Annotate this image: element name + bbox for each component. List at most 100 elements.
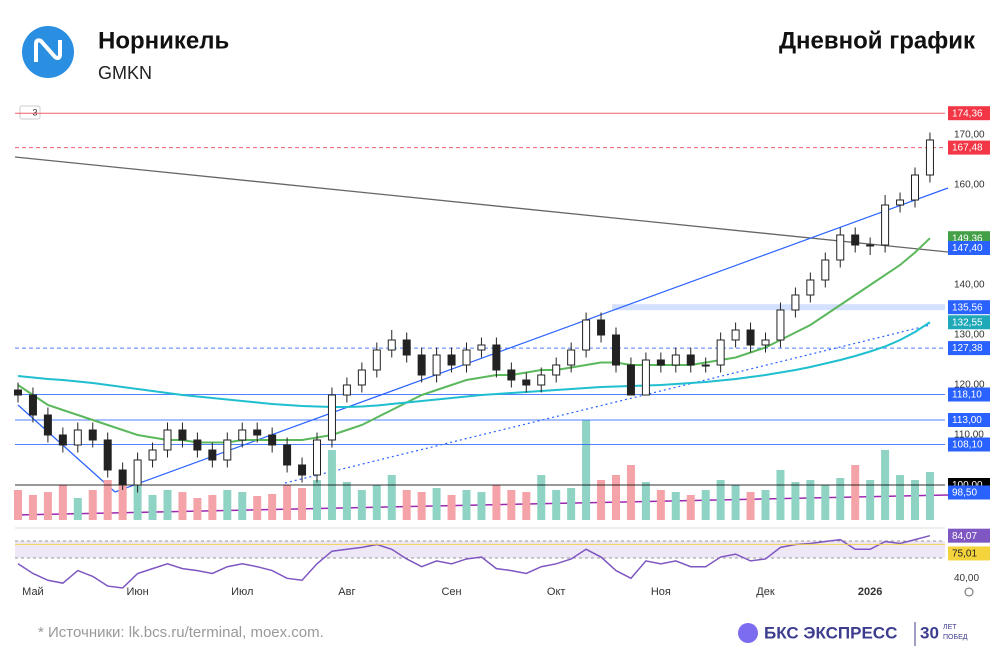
- candle-body: [641, 359, 650, 396]
- volume-bar: [417, 492, 426, 520]
- y-tick-label: 160,00: [954, 180, 985, 191]
- volume-bar: [671, 492, 680, 520]
- candle-body: [283, 444, 292, 466]
- volume-bar: [357, 490, 366, 520]
- volume-bar: [342, 482, 351, 520]
- candle-body: [268, 434, 277, 446]
- level-label: 135,56: [952, 302, 983, 313]
- candle-body: [522, 379, 531, 386]
- candle-body: [492, 344, 501, 371]
- trendline: [284, 324, 931, 484]
- candle-body: [537, 374, 546, 386]
- chart-kind: Дневной график: [779, 27, 976, 54]
- candle-body: [567, 349, 576, 366]
- level-label-box: [948, 437, 990, 452]
- candle-body: [552, 364, 561, 376]
- level-label-box: [948, 413, 990, 427]
- volume-bar: [806, 480, 815, 520]
- badge-top: ЛЕТ: [943, 624, 957, 631]
- rsi-label: 84,07: [952, 531, 977, 542]
- level-label: 118,10: [952, 390, 982, 401]
- candle-body: [462, 349, 471, 366]
- volume-bar: [911, 480, 919, 520]
- volume-bar: [163, 490, 172, 520]
- volume-bar: [761, 490, 770, 520]
- candle-body: [821, 259, 830, 281]
- candle-body: [731, 329, 740, 341]
- volume-bar: [896, 475, 905, 520]
- level-label-box: [948, 315, 990, 330]
- indicator-badge[interactable]: [19, 105, 41, 120]
- volume-bar: [866, 480, 875, 520]
- x-tick-label: Сен: [441, 586, 461, 598]
- level-label-box: [948, 387, 990, 402]
- volume-bar: [851, 465, 860, 520]
- candle-body: [238, 429, 247, 441]
- candle-body: [253, 429, 262, 436]
- rsi-line: [17, 534, 931, 589]
- volume-bar: [432, 488, 441, 520]
- level-label-box: [948, 140, 990, 155]
- settings-icon[interactable]: [964, 587, 974, 597]
- candle-body: [851, 234, 860, 246]
- y-tick-label: 170,00: [954, 130, 985, 141]
- x-tick-label: Ноя: [651, 586, 671, 598]
- candle-body: [28, 394, 37, 416]
- level-label: 149,36: [952, 233, 983, 244]
- candle-body: [582, 319, 591, 351]
- level-label: 174,36: [952, 108, 983, 119]
- candle-body: [612, 334, 620, 366]
- badge-number: 30: [920, 623, 939, 642]
- candle-body: [761, 339, 770, 346]
- candle-body: [881, 204, 890, 246]
- candle-body: [507, 369, 516, 381]
- candle-body: [148, 449, 157, 461]
- rsi-ma-label: 75,01: [952, 549, 977, 560]
- ticker: GMKN: [98, 63, 152, 83]
- trendline: [14, 156, 949, 253]
- volume-bar: [597, 480, 606, 520]
- volume-bar: [477, 492, 486, 520]
- volume-bar: [612, 475, 620, 520]
- rsi-label-box: [948, 528, 990, 543]
- volume-bar: [298, 488, 307, 520]
- volume-bar: [821, 485, 830, 520]
- volume-bar: [178, 492, 187, 520]
- badge-bottom: ПОБЕД: [943, 634, 968, 641]
- brand: БКС ЭКСПРЕСС: [764, 623, 897, 642]
- volume-bar: [447, 495, 456, 520]
- volume-bar: [238, 492, 247, 520]
- candle-body: [746, 329, 755, 346]
- volume-bar: [552, 490, 561, 520]
- candle-body: [372, 349, 381, 371]
- candle-body: [686, 354, 695, 366]
- x-tick-label: Авг: [338, 586, 355, 598]
- candle-body: [477, 344, 486, 351]
- volume-bar: [223, 490, 232, 520]
- volume-bar: [402, 490, 411, 520]
- candle-body: [716, 339, 725, 366]
- candle-body: [791, 294, 800, 311]
- candle-body: [402, 339, 411, 356]
- x-tick-label: Дек: [756, 586, 775, 598]
- candle-body: [342, 384, 351, 396]
- candle-body: [43, 414, 52, 436]
- level-label: 98,50: [952, 488, 977, 499]
- volume-bar: [148, 495, 157, 520]
- volume-bar: [716, 480, 725, 520]
- volume-bar: [746, 492, 755, 520]
- volume-bar: [208, 495, 217, 520]
- level-label: 127,38: [952, 343, 983, 354]
- volume-bar: [462, 490, 471, 520]
- candle-body: [103, 439, 112, 471]
- level-label-box: [948, 485, 990, 500]
- volume-bar: [133, 485, 142, 520]
- moving-average: [17, 321, 931, 408]
- y-tick-label: 110,00: [954, 430, 984, 441]
- volume-bar: [88, 490, 97, 520]
- x-tick-label: Май: [22, 586, 44, 598]
- level-label-box: [948, 106, 990, 121]
- candle-body: [911, 174, 919, 201]
- candle-body: [313, 439, 321, 476]
